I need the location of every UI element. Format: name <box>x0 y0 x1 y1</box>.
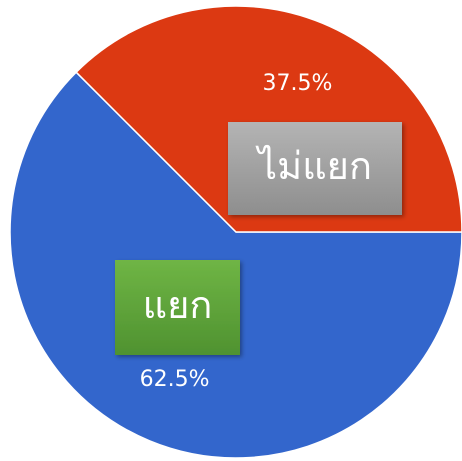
slice-label: 37.5% <box>262 71 332 96</box>
category-box <box>115 260 240 355</box>
category-label: แยก <box>143 283 213 327</box>
category-label: ไม่แยก <box>255 144 372 188</box>
category-box <box>228 122 402 215</box>
slice-label: 62.5% <box>140 367 210 392</box>
